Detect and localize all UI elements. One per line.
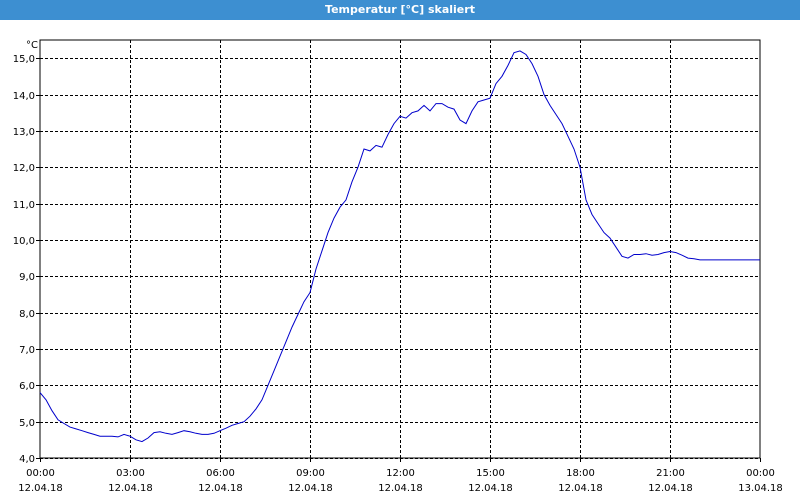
y-tick-label: 4,0 [19,454,35,465]
x-tick-date-label: 12.04.18 [18,483,63,494]
y-tick-label: 14,0 [13,91,35,102]
y-tick-label: 8,0 [19,309,35,320]
x-tick-time-label: 03:00 [116,468,145,479]
temperature-chart: °C 4,0 5,0 6,0 7,0 8,0 9,0 10,0 11,0 12,0 13,0 14,… [13,39,783,494]
y-tick-label: 6,0 [19,381,35,392]
y-tick-label: 12,0 [13,163,35,174]
y-tick-label: 13,0 [13,127,35,138]
y-tick-label: 15,0 [13,54,35,65]
x-tick-time-label: 18:00 [566,468,595,479]
x-tick-date-label: 12.04.18 [558,483,603,494]
y-tick-label: 9,0 [19,272,35,283]
temperature-series-line [39,50,760,443]
x-tick-date-label: 12.04.18 [648,483,693,494]
chart-title: Temperatur [°C] skaliert [325,3,475,16]
x-tick-time-label: 15:00 [476,468,505,479]
x-tick-time-label: 12:00 [386,468,415,479]
x-tick-date-label: 13.04.18 [738,483,783,494]
x-tick-time-label: 00:00 [746,468,775,479]
y-axis-unit-label: °C [26,40,38,51]
x-tick-date-label: 12.04.18 [198,483,243,494]
x-tick-time-label: 00:00 [26,468,55,479]
y-tick-label: 7,0 [19,345,35,356]
x-tick-date-label: 12.04.18 [288,483,333,494]
y-tick-label: 10,0 [13,236,35,247]
y-tick-label: 11,0 [13,200,35,211]
x-tick-date-label: 12.04.18 [378,483,423,494]
x-tick-time-label: 06:00 [206,468,235,479]
chart-title-bar: Temperatur [°C] skaliert [0,0,800,20]
x-tick-date-label: 12.04.18 [468,483,513,494]
x-tick-time-label: 09:00 [296,468,325,479]
x-tick-time-label: 21:00 [656,468,685,479]
y-tick-label: 5,0 [19,418,35,429]
x-tick-date-label: 12.04.18 [108,483,153,494]
chart-area: °C 4,0 5,0 6,0 7,0 8,0 9,0 10,0 11,0 12,0 13,0 14,… [0,20,800,500]
